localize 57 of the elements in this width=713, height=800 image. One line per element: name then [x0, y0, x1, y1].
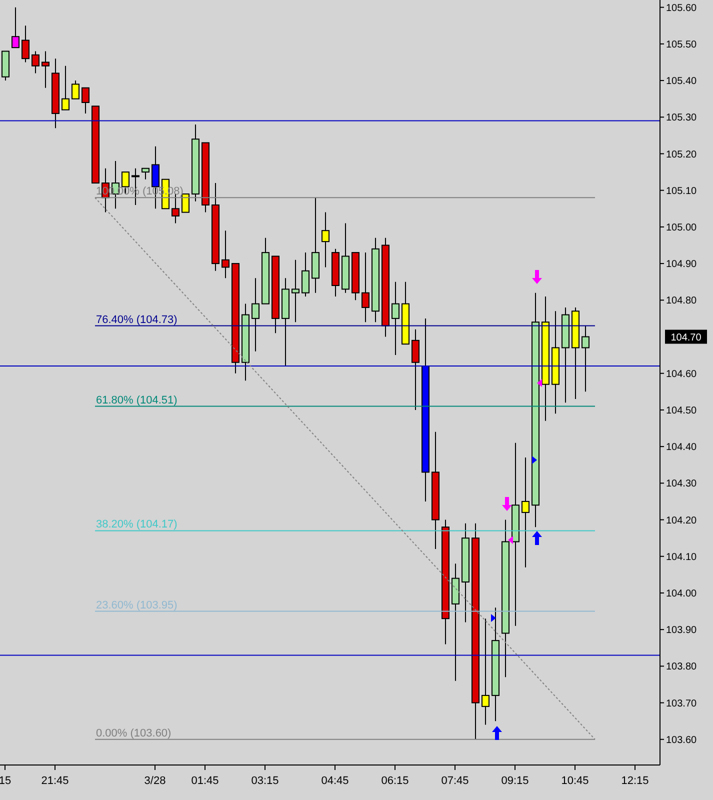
ref-line-label: 61.80% (104.51) [96, 394, 178, 406]
y-tick-label: 104.20 [666, 515, 698, 526]
x-tick-label: 07:45 [441, 775, 469, 787]
candlestick [482, 618, 490, 726]
y-tick-label: 104.30 [666, 478, 698, 490]
x-tick-label: 10:45 [561, 775, 589, 787]
candlestick [72, 80, 80, 100]
y-tick-label: 104.60 [666, 368, 698, 380]
candlestick [292, 259, 300, 323]
y-tick-label: 105.20 [666, 149, 698, 160]
ref-line-label: 38.20% (104.17) [96, 518, 178, 531]
y-tick-label: 104.90 [666, 259, 698, 270]
text: 104.70 [670, 332, 702, 344]
candlestick [82, 87, 90, 114]
ref-line-label: 76.40% (104.73) [96, 314, 178, 326]
y-tick-label: 105.50 [666, 39, 698, 50]
x-tick-label: 15 [0, 775, 12, 787]
candlestick [522, 457, 530, 568]
candlestick [62, 65, 70, 110]
candlestick [252, 278, 260, 352]
ref-line-label: 23.60% (103.95) [96, 599, 178, 612]
candlestick [322, 212, 330, 268]
y-tick-label: 105.10 [666, 186, 698, 197]
y-tick-label: 104.40 [666, 442, 698, 454]
y-tick-label: 103.90 [666, 625, 698, 636]
y-tick-label: 104.50 [666, 406, 698, 416]
y-tick-label: 103.60 [666, 734, 698, 746]
candlestick [302, 252, 310, 297]
x-tick-label: 06:15 [381, 775, 409, 787]
y-tick-label: 105.00 [666, 222, 698, 234]
candlestick [182, 193, 190, 213]
y-tick-label: 105.30 [666, 112, 698, 124]
candlestick [222, 230, 230, 279]
x-tick-label: 09:15 [501, 775, 529, 787]
candlestick [392, 281, 400, 356]
ref-line-label: 0.00% (103.60) [96, 727, 172, 740]
x-tick-label: 3/28 [144, 775, 166, 787]
x-tick-label: 04:45 [321, 775, 349, 787]
candlestick [142, 168, 150, 180]
x-tick-label: 03:15 [251, 775, 279, 787]
candlestick [582, 325, 590, 392]
y-tick-label: 103.70 [666, 698, 698, 710]
y-tick-label: 104.10 [666, 552, 698, 563]
candlestick [362, 252, 370, 323]
candlestick [32, 50, 40, 74]
candlestick [12, 6, 20, 48]
candlestick [22, 25, 30, 63]
y-tick-label: 104.80 [666, 296, 698, 307]
x-tick-label: 01:45 [191, 775, 219, 787]
y-tick-label: 105.60 [666, 2, 698, 14]
y-tick-label: 103.80 [666, 662, 698, 673]
x-tick-label: 21:45 [41, 775, 69, 787]
y-tick-label: 105.40 [666, 76, 698, 88]
candlestick [42, 50, 50, 88]
candlestick [412, 328, 420, 410]
y-tick-label: 104.00 [666, 588, 698, 600]
x-tick-label: 12:15 [621, 775, 649, 787]
